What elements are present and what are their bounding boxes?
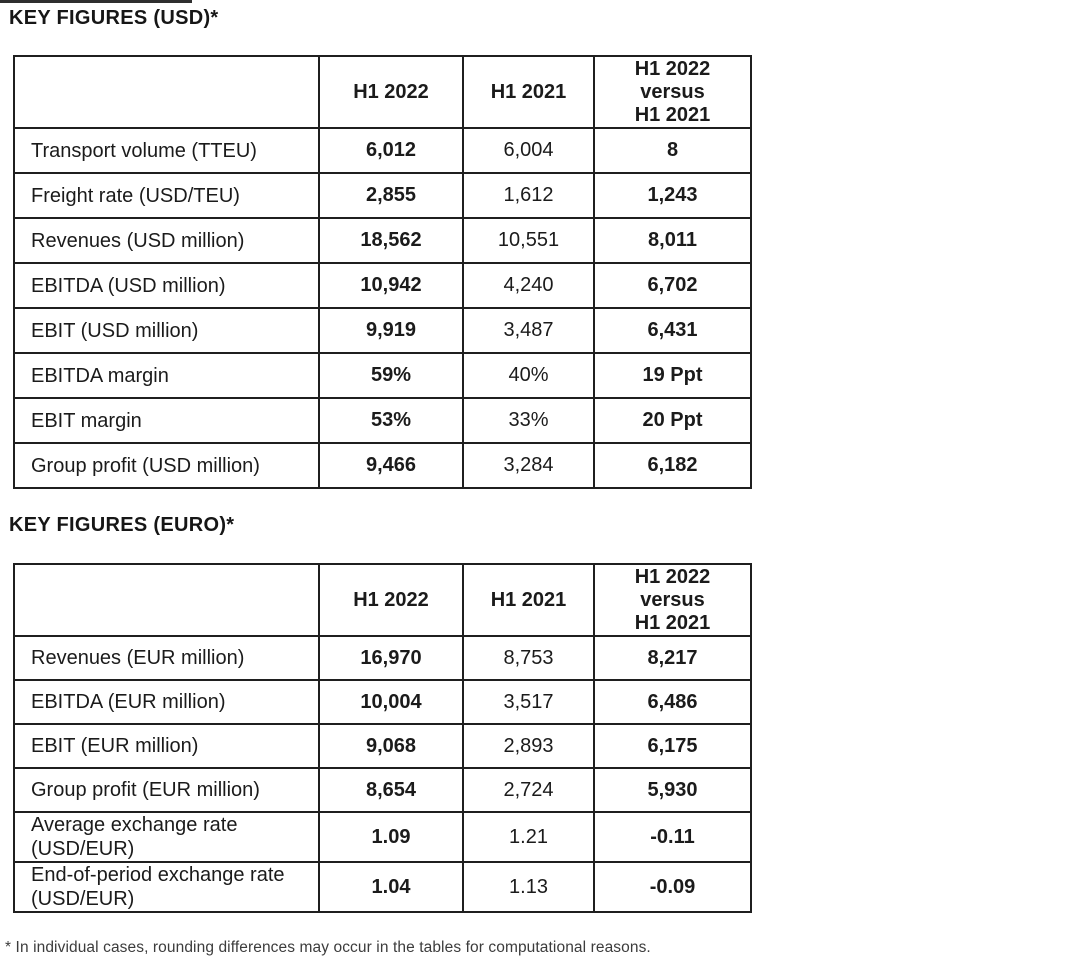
header-empty-cell	[13, 55, 320, 129]
value-delta: 8,217	[593, 635, 752, 681]
value-h1-2022: 59%	[318, 352, 464, 399]
value-h1-2022: 9,466	[318, 442, 464, 489]
table-row: EBIT margin 53% 33% 20 Ppt	[13, 397, 752, 444]
header-h1-2022: H1 2022	[318, 563, 464, 637]
table-row: Freight rate (USD/TEU) 2,855 1,612 1,243	[13, 172, 752, 219]
row-label: Group profit (USD million)	[13, 442, 320, 489]
table-row: EBIT (EUR million) 9,068 2,893 6,175	[13, 723, 752, 769]
row-label: Freight rate (USD/TEU)	[13, 172, 320, 219]
row-label: EBITDA (EUR million)	[13, 679, 320, 725]
value-delta: 6,182	[593, 442, 752, 489]
table-row: Transport volume (TTEU) 6,012 6,004 8	[13, 127, 752, 174]
value-delta: 6,175	[593, 723, 752, 769]
table-row: Revenues (EUR million) 16,970 8,753 8,21…	[13, 635, 752, 681]
value-h1-2022: 10,004	[318, 679, 464, 725]
row-label: Group profit (EUR million)	[13, 767, 320, 813]
table-row: Group profit (EUR million) 8,654 2,724 5…	[13, 767, 752, 813]
value-h1-2022: 1.04	[318, 861, 464, 913]
header-versus: H1 2022 versus H1 2021	[593, 55, 752, 129]
cropped-edge-artifact	[0, 0, 192, 3]
row-label: EBIT (USD million)	[13, 307, 320, 354]
value-delta: 19 Ppt	[593, 352, 752, 399]
table-header-row: H1 2022 H1 2021 H1 2022 versus H1 2021	[13, 563, 752, 637]
table-row: End-of-period exchange rate (USD/EUR) 1.…	[13, 861, 752, 913]
value-h1-2021: 2,893	[462, 723, 595, 769]
header-h1-2022: H1 2022	[318, 55, 464, 129]
value-delta: 8,011	[593, 217, 752, 264]
table-header-row: H1 2022 H1 2021 H1 2022 versus H1 2021	[13, 55, 752, 129]
value-delta: 6,486	[593, 679, 752, 725]
usd-section-title: KEY FIGURES (USD)*	[9, 7, 219, 29]
row-label: Average exchange rate (USD/EUR)	[13, 811, 320, 863]
table-row: EBIT (USD million) 9,919 3,487 6,431	[13, 307, 752, 354]
row-label: Revenues (EUR million)	[13, 635, 320, 681]
value-h1-2022: 1.09	[318, 811, 464, 863]
value-h1-2022: 18,562	[318, 217, 464, 264]
value-delta: -0.09	[593, 861, 752, 913]
table-row: EBITDA margin 59% 40% 19 Ppt	[13, 352, 752, 399]
row-label: Revenues (USD million)	[13, 217, 320, 264]
value-h1-2021: 10,551	[462, 217, 595, 264]
header-h1-2021: H1 2021	[462, 563, 595, 637]
value-h1-2021: 3,517	[462, 679, 595, 725]
header-h1-2021: H1 2021	[462, 55, 595, 129]
value-delta: -0.11	[593, 811, 752, 863]
value-delta: 20 Ppt	[593, 397, 752, 444]
value-h1-2022: 9,919	[318, 307, 464, 354]
value-h1-2021: 2,724	[462, 767, 595, 813]
value-h1-2022: 2,855	[318, 172, 464, 219]
value-h1-2021: 6,004	[462, 127, 595, 174]
value-h1-2021: 33%	[462, 397, 595, 444]
value-h1-2021: 1.21	[462, 811, 595, 863]
table-row: Revenues (USD million) 18,562 10,551 8,0…	[13, 217, 752, 264]
value-delta: 6,702	[593, 262, 752, 309]
usd-key-figures-table: H1 2022 H1 2021 H1 2022 versus H1 2021 T…	[13, 55, 752, 489]
row-label: EBITDA margin	[13, 352, 320, 399]
value-delta: 1,243	[593, 172, 752, 219]
value-h1-2021: 1.13	[462, 861, 595, 913]
header-empty-cell	[13, 563, 320, 637]
value-h1-2022: 9,068	[318, 723, 464, 769]
value-h1-2021: 3,284	[462, 442, 595, 489]
value-h1-2021: 4,240	[462, 262, 595, 309]
row-label: End-of-period exchange rate (USD/EUR)	[13, 861, 320, 913]
table-row: EBITDA (EUR million) 10,004 3,517 6,486	[13, 679, 752, 725]
euro-section-title: KEY FIGURES (EURO)*	[9, 514, 235, 536]
value-h1-2022: 10,942	[318, 262, 464, 309]
value-delta: 6,431	[593, 307, 752, 354]
value-h1-2022: 16,970	[318, 635, 464, 681]
table-row: Group profit (USD million) 9,466 3,284 6…	[13, 442, 752, 489]
table-row: EBITDA (USD million) 10,942 4,240 6,702	[13, 262, 752, 309]
row-label: EBIT (EUR million)	[13, 723, 320, 769]
value-delta: 8	[593, 127, 752, 174]
row-label: Transport volume (TTEU)	[13, 127, 320, 174]
row-label: EBIT margin	[13, 397, 320, 444]
value-delta: 5,930	[593, 767, 752, 813]
value-h1-2022: 53%	[318, 397, 464, 444]
row-label: EBITDA (USD million)	[13, 262, 320, 309]
value-h1-2021: 40%	[462, 352, 595, 399]
value-h1-2021: 3,487	[462, 307, 595, 354]
table-row: Average exchange rate (USD/EUR) 1.09 1.2…	[13, 811, 752, 863]
value-h1-2022: 6,012	[318, 127, 464, 174]
header-versus: H1 2022 versus H1 2021	[593, 563, 752, 637]
euro-key-figures-table: H1 2022 H1 2021 H1 2022 versus H1 2021 R…	[13, 563, 752, 913]
value-h1-2021: 8,753	[462, 635, 595, 681]
rounding-footnote: * In individual cases, rounding differen…	[5, 939, 651, 956]
value-h1-2021: 1,612	[462, 172, 595, 219]
value-h1-2022: 8,654	[318, 767, 464, 813]
